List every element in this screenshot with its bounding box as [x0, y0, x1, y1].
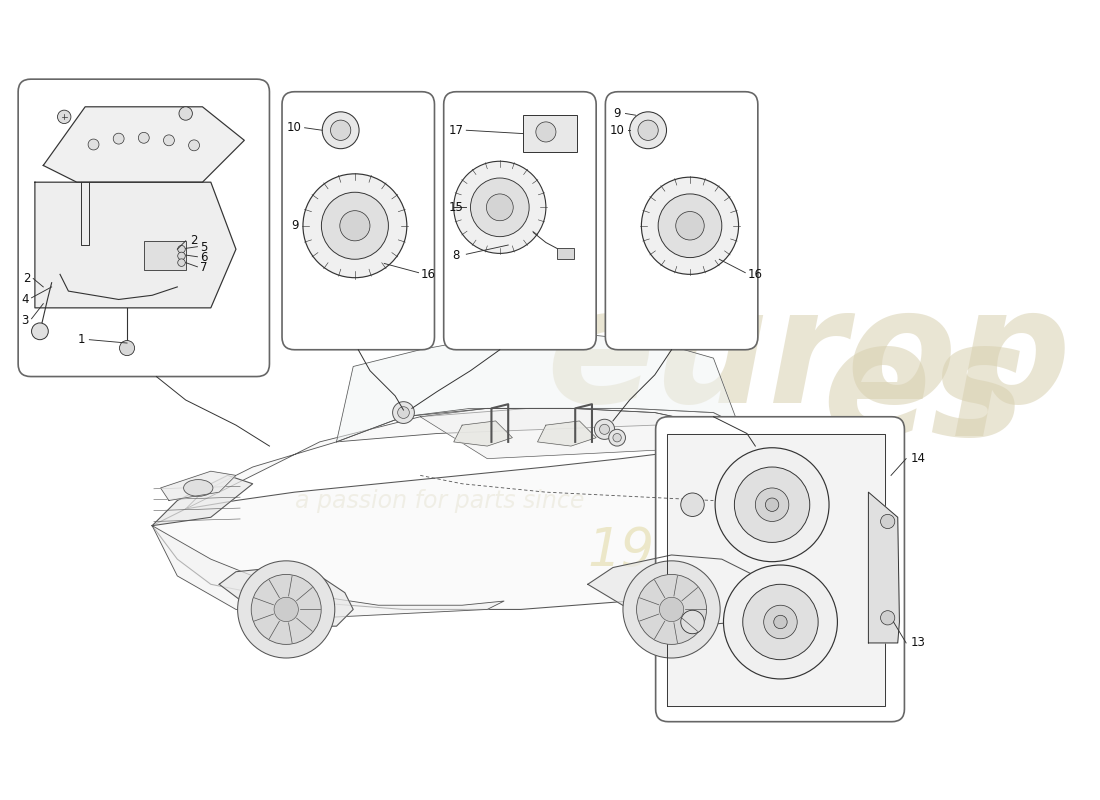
FancyBboxPatch shape	[18, 79, 270, 377]
Circle shape	[238, 561, 334, 658]
Text: 10: 10	[609, 124, 625, 137]
Circle shape	[113, 133, 124, 144]
Bar	[524, 115, 576, 152]
Circle shape	[322, 112, 359, 149]
Circle shape	[486, 194, 514, 221]
Circle shape	[340, 210, 370, 241]
Polygon shape	[152, 475, 253, 526]
Circle shape	[393, 402, 415, 423]
Text: 3: 3	[21, 314, 29, 327]
Text: 6: 6	[200, 251, 208, 264]
Text: 8: 8	[452, 250, 460, 262]
Circle shape	[120, 341, 134, 356]
Circle shape	[274, 598, 298, 622]
Circle shape	[321, 192, 388, 259]
Polygon shape	[420, 408, 738, 458]
Circle shape	[57, 110, 70, 123]
Circle shape	[178, 246, 185, 253]
FancyBboxPatch shape	[656, 417, 904, 722]
Circle shape	[188, 140, 199, 150]
Bar	[557, 247, 573, 259]
Text: 9: 9	[290, 219, 298, 232]
Circle shape	[164, 135, 175, 146]
Polygon shape	[668, 434, 886, 706]
Text: 13: 13	[911, 637, 925, 650]
Circle shape	[735, 467, 810, 542]
Circle shape	[637, 574, 706, 645]
Polygon shape	[337, 333, 738, 442]
Circle shape	[471, 178, 529, 237]
Text: 15: 15	[449, 201, 464, 214]
Circle shape	[675, 211, 704, 240]
Circle shape	[600, 424, 609, 434]
Circle shape	[330, 120, 351, 140]
Circle shape	[681, 493, 704, 517]
Text: 10: 10	[287, 122, 303, 134]
FancyBboxPatch shape	[282, 92, 434, 350]
Polygon shape	[219, 567, 353, 626]
Polygon shape	[43, 107, 244, 182]
Circle shape	[139, 132, 150, 143]
Circle shape	[88, 139, 99, 150]
Bar	[144, 241, 186, 270]
Text: 2: 2	[190, 234, 198, 247]
Circle shape	[658, 194, 722, 258]
Text: 7: 7	[200, 261, 208, 274]
Text: 5: 5	[200, 241, 208, 254]
Circle shape	[178, 252, 185, 260]
Circle shape	[773, 615, 788, 629]
Circle shape	[881, 514, 894, 529]
Circle shape	[302, 174, 407, 278]
Circle shape	[623, 561, 720, 658]
Circle shape	[251, 574, 321, 645]
Circle shape	[178, 259, 185, 266]
Circle shape	[536, 122, 556, 142]
Circle shape	[724, 565, 837, 679]
Text: 1: 1	[77, 333, 85, 346]
Polygon shape	[152, 526, 504, 618]
Circle shape	[881, 610, 894, 625]
Circle shape	[629, 112, 667, 149]
Polygon shape	[868, 492, 900, 643]
Text: 9: 9	[614, 107, 620, 120]
Ellipse shape	[184, 479, 213, 496]
Circle shape	[659, 598, 684, 622]
Circle shape	[681, 610, 704, 634]
Circle shape	[397, 406, 409, 418]
Text: 4: 4	[21, 293, 29, 306]
Polygon shape	[453, 421, 513, 446]
Circle shape	[638, 120, 658, 140]
Polygon shape	[186, 408, 738, 509]
Polygon shape	[35, 182, 235, 308]
Circle shape	[715, 448, 829, 562]
Polygon shape	[538, 421, 596, 446]
FancyBboxPatch shape	[443, 92, 596, 350]
Circle shape	[179, 107, 192, 120]
Circle shape	[594, 419, 615, 439]
Text: 16: 16	[748, 268, 762, 281]
Circle shape	[766, 498, 779, 511]
Circle shape	[641, 177, 738, 274]
FancyBboxPatch shape	[605, 92, 758, 350]
Circle shape	[608, 430, 626, 446]
Text: 2: 2	[23, 272, 31, 285]
Text: es: es	[823, 314, 1026, 469]
Text: 14: 14	[911, 452, 925, 465]
Polygon shape	[161, 471, 235, 501]
Circle shape	[613, 434, 621, 442]
Circle shape	[32, 323, 48, 340]
Text: europ: europ	[546, 281, 1071, 436]
Text: 16: 16	[421, 268, 436, 281]
Circle shape	[756, 488, 789, 522]
Polygon shape	[587, 555, 763, 626]
Text: 17: 17	[449, 124, 464, 137]
Circle shape	[453, 162, 546, 254]
Text: a passion for parts since: a passion for parts since	[295, 489, 584, 513]
Text: 1985: 1985	[587, 525, 722, 577]
Polygon shape	[152, 450, 763, 610]
Circle shape	[742, 584, 818, 660]
Circle shape	[763, 606, 798, 638]
